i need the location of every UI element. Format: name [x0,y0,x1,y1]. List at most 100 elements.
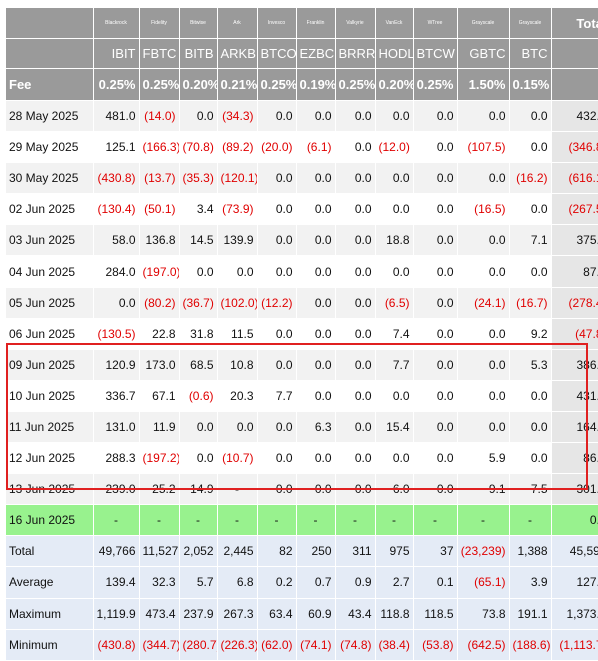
flow-cell: 0.0 [509,131,552,164]
flow-cell: 0.0 [457,224,510,257]
summary-label: Average [6,566,94,599]
flow-cell: 0.0 [335,100,376,133]
flow-cell: (12.0) [375,131,414,164]
flow-cell: (73.9) [217,193,258,226]
flow-cell: 0.0 [413,131,458,164]
flow-cell: 0.0 [179,442,218,475]
current-day-row: 16 Jun 2025-----------0.0 [6,504,598,537]
flow-cell: 0.0 [179,100,218,133]
row-total-cell: 86.3 [551,442,598,475]
summary-cell: 237.9 [179,598,218,630]
date-cell: 04 Jun 2025 [6,255,94,288]
date-cell: 30 May 2025 [6,162,94,195]
summary-cell: 473.4 [139,598,180,630]
summary-label: Minimum [6,629,94,661]
flow-cell: 20.3 [217,380,258,412]
flow-cell: (0.6) [179,380,218,412]
ticker-symbol: BITB [179,38,218,69]
flow-cell: 0.0 [457,100,510,133]
summary-cell: 37 [413,535,458,568]
summary-cell: 3.9 [509,566,552,599]
summary-cell: 118.5 [413,598,458,630]
summary-cell: (23,239) [457,535,510,568]
row-total-cell: 386.2 [551,349,598,381]
table-row: 29 May 2025 125.1 (166.3) (70.8) (89.2) (20.0… [6,131,598,164]
flow-cell: (34.3) [217,100,258,133]
row-total-cell: (616.1) [551,162,598,195]
date-cell: 29 May 2025 [6,131,94,164]
flow-cell: 131.0 [93,411,140,444]
summary-cell: 311 [335,535,376,568]
flow-cell: 0.0 [93,287,140,319]
summary-cell: (74.1) [296,629,336,661]
fee-value: 0.25% [139,68,180,101]
flow-cell: 0.0 [413,287,458,319]
flow-cell: (6.1) [296,131,336,164]
ticker-symbol: ARKB [217,38,258,69]
flow-cell: - [179,504,218,537]
flow-cell: 0.0 [257,318,297,350]
flow-cell: 25.2 [139,473,180,506]
date-cell: 28 May 2025 [6,100,94,133]
corner-cell [6,38,94,69]
flow-cell: 0.0 [296,318,336,350]
fee-value: 0.25% [335,68,376,101]
flow-cell: 6.3 [296,411,336,444]
ticker-symbol: HODL [375,38,414,69]
flow-cell: (197.2) [139,442,180,475]
flow-cell: 67.1 [139,380,180,412]
flow-cell: 15.4 [375,411,414,444]
total-column-header: Total [551,8,598,39]
flow-cell: 0.0 [335,380,376,412]
flow-cell: 14.5 [179,224,218,257]
row-total-cell: 432.7 [551,100,598,133]
summary-cell: 82 [257,535,297,568]
table-row: 09 Jun 2025 120.9 173.0 68.5 10.8 0.0 0.0 0.0 7.… [6,349,598,381]
flow-cell: (6.5) [375,287,414,319]
flow-cell: 22.8 [139,318,180,350]
flow-cell: - [509,504,552,537]
flow-cell: 9.2 [509,318,552,350]
table-row: 28 May 2025 481.0 (14.0) 0.0 (34.3) 0.0 0.0 0.0… [6,100,598,133]
flow-cell: (50.1) [139,193,180,226]
flow-cell: 125.1 [93,131,140,164]
flow-cell: 0.0 [296,162,336,195]
summary-cell: 2,052 [179,535,218,568]
flow-cell: (197.0) [139,255,180,288]
flow-cell: 0.0 [335,349,376,381]
row-total-cell: 431.2 [551,380,598,412]
flow-cell: - [335,504,376,537]
summary-cell: 43.4 [335,598,376,630]
ticker-symbol: IBIT [93,38,140,69]
date-cell: 03 Jun 2025 [6,224,94,257]
ticker-symbol: BRRR [335,38,376,69]
flow-cell: 31.8 [179,318,218,350]
flow-cell: (130.5) [93,318,140,350]
issuer-name: WTree [413,8,458,39]
summary-cell: (188.6) [509,629,552,661]
summary-cell: 11,527 [139,535,180,568]
ticker-symbol: BTCO [257,38,297,69]
flow-cell: 239.0 [93,473,140,506]
flow-cell: 0.0 [257,442,297,475]
flow-cell: 0.0 [296,442,336,475]
flow-cell: 0.0 [375,442,414,475]
flow-cell: 0.0 [179,411,218,444]
flow-cell: 0.0 [217,255,258,288]
flow-cell: 0.0 [413,224,458,257]
flow-cell: 0.0 [413,193,458,226]
fee-row: Fee 0.25% 0.25% 0.20% 0.21% 0.25% 0.19% 0.25% 0.… [6,68,598,101]
flow-cell: 0.0 [296,380,336,412]
flow-cell: 0.0 [296,255,336,288]
date-cell: 05 Jun 2025 [6,287,94,319]
flow-cell: (130.4) [93,193,140,226]
flow-cell: 0.0 [413,442,458,475]
flow-cell: (12.2) [257,287,297,319]
flow-cell: 5.3 [509,349,552,381]
table-row: 05 Jun 2025 0.0 (80.2) (36.7) (102.0) (12.2) 0… [6,287,598,319]
fee-value: 0.15% [509,68,552,101]
fee-value: 0.21% [217,68,258,101]
summary-label: Total [6,535,94,568]
ticker-symbol: BTC [509,38,552,69]
flow-cell: 0.0 [335,224,376,257]
